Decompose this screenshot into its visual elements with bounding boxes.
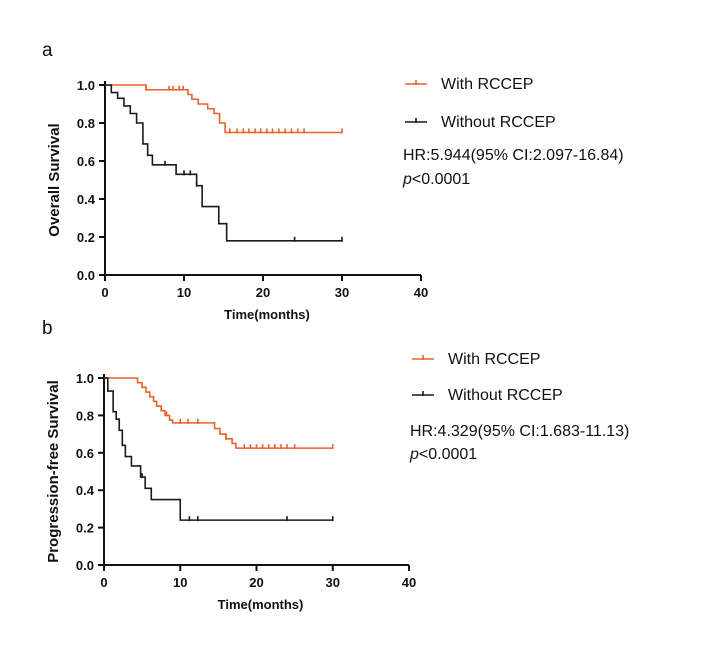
legend-label: Without RCCEP: [441, 114, 556, 131]
legend-label: With RCCEP: [441, 76, 533, 93]
legend-item-without-rccep: Without RCCEP: [412, 387, 563, 404]
chart-panel-b: b 0 10 20 30 40 0.0 0.2 0.4 0.6 0.8 1.0 Time(months)…: [42, 318, 629, 612]
y-axis-title: Progression-free Survival: [45, 380, 62, 563]
chart-panel-a: a 0 10 20 30 40 0.0 0.2 0.4 0.6 0.8 1.0 Time(months)…: [42, 40, 624, 322]
y-tick-label: 0.0: [77, 268, 95, 283]
y-tick-label: 0.4: [77, 192, 96, 207]
p-value-text: p<0.0001: [409, 446, 477, 463]
p-value-text: p<0.0001: [402, 171, 470, 188]
y-tick-label: 0.8: [76, 408, 94, 423]
y-tick-label: 0.2: [77, 230, 95, 245]
p-symbol: p: [409, 446, 419, 463]
y-tick-label: 0.4: [76, 483, 95, 498]
y-tick-label: 1.0: [76, 371, 94, 386]
x-tick-label: 30: [326, 575, 340, 590]
x-tick-label: 40: [402, 575, 416, 590]
x-axis-title: Time(months): [224, 307, 310, 322]
legend-item-with-rccep: With RCCEP: [405, 76, 533, 93]
legend-item-without-rccep: Without RCCEP: [405, 114, 556, 131]
x-tick-label: 30: [335, 285, 349, 300]
panel-label: b: [42, 318, 53, 339]
km-curve-line: [105, 84, 342, 134]
legend-item-with-rccep: With RCCEP: [412, 351, 540, 368]
y-axis-title: Overall Survival: [46, 123, 63, 236]
p-symbol: p: [402, 171, 412, 188]
x-tick-label: 0: [101, 285, 108, 300]
x-tick-label: 20: [249, 575, 263, 590]
series-with-rccep: [104, 377, 334, 450]
x-tick-label: 20: [256, 285, 270, 300]
x-tick-label: 40: [414, 285, 428, 300]
km-curve-line: [104, 377, 333, 449]
p-value: <0.0001: [412, 171, 470, 188]
legend-label: Without RCCEP: [448, 387, 563, 404]
legend-label: With RCCEP: [448, 351, 540, 368]
x-tick-label: 10: [177, 285, 191, 300]
km-curve-line: [104, 377, 333, 521]
y-tick-label: 0.6: [77, 154, 95, 169]
x-tick-label: 0: [100, 575, 107, 590]
x-axis-title: Time(months): [218, 597, 304, 612]
hazard-ratio-text: HR:4.329(95% CI:1.683-11.13): [410, 423, 629, 440]
y-tick-label: 0.2: [76, 521, 94, 536]
y-tick-label: 0.8: [77, 116, 95, 131]
panel-label: a: [42, 40, 53, 61]
series-without-rccep: [105, 84, 343, 242]
series-with-rccep: [105, 84, 343, 134]
p-value: <0.0001: [419, 446, 477, 463]
y-tick-label: 0.6: [76, 446, 94, 461]
hazard-ratio-text: HR:5.944(95% CI:2.097-16.84): [403, 147, 624, 164]
km-curve-line: [105, 84, 342, 242]
series-without-rccep: [104, 377, 334, 522]
x-tick-label: 10: [173, 575, 187, 590]
y-tick-label: 1.0: [77, 78, 95, 93]
y-tick-label: 0.0: [76, 558, 94, 573]
